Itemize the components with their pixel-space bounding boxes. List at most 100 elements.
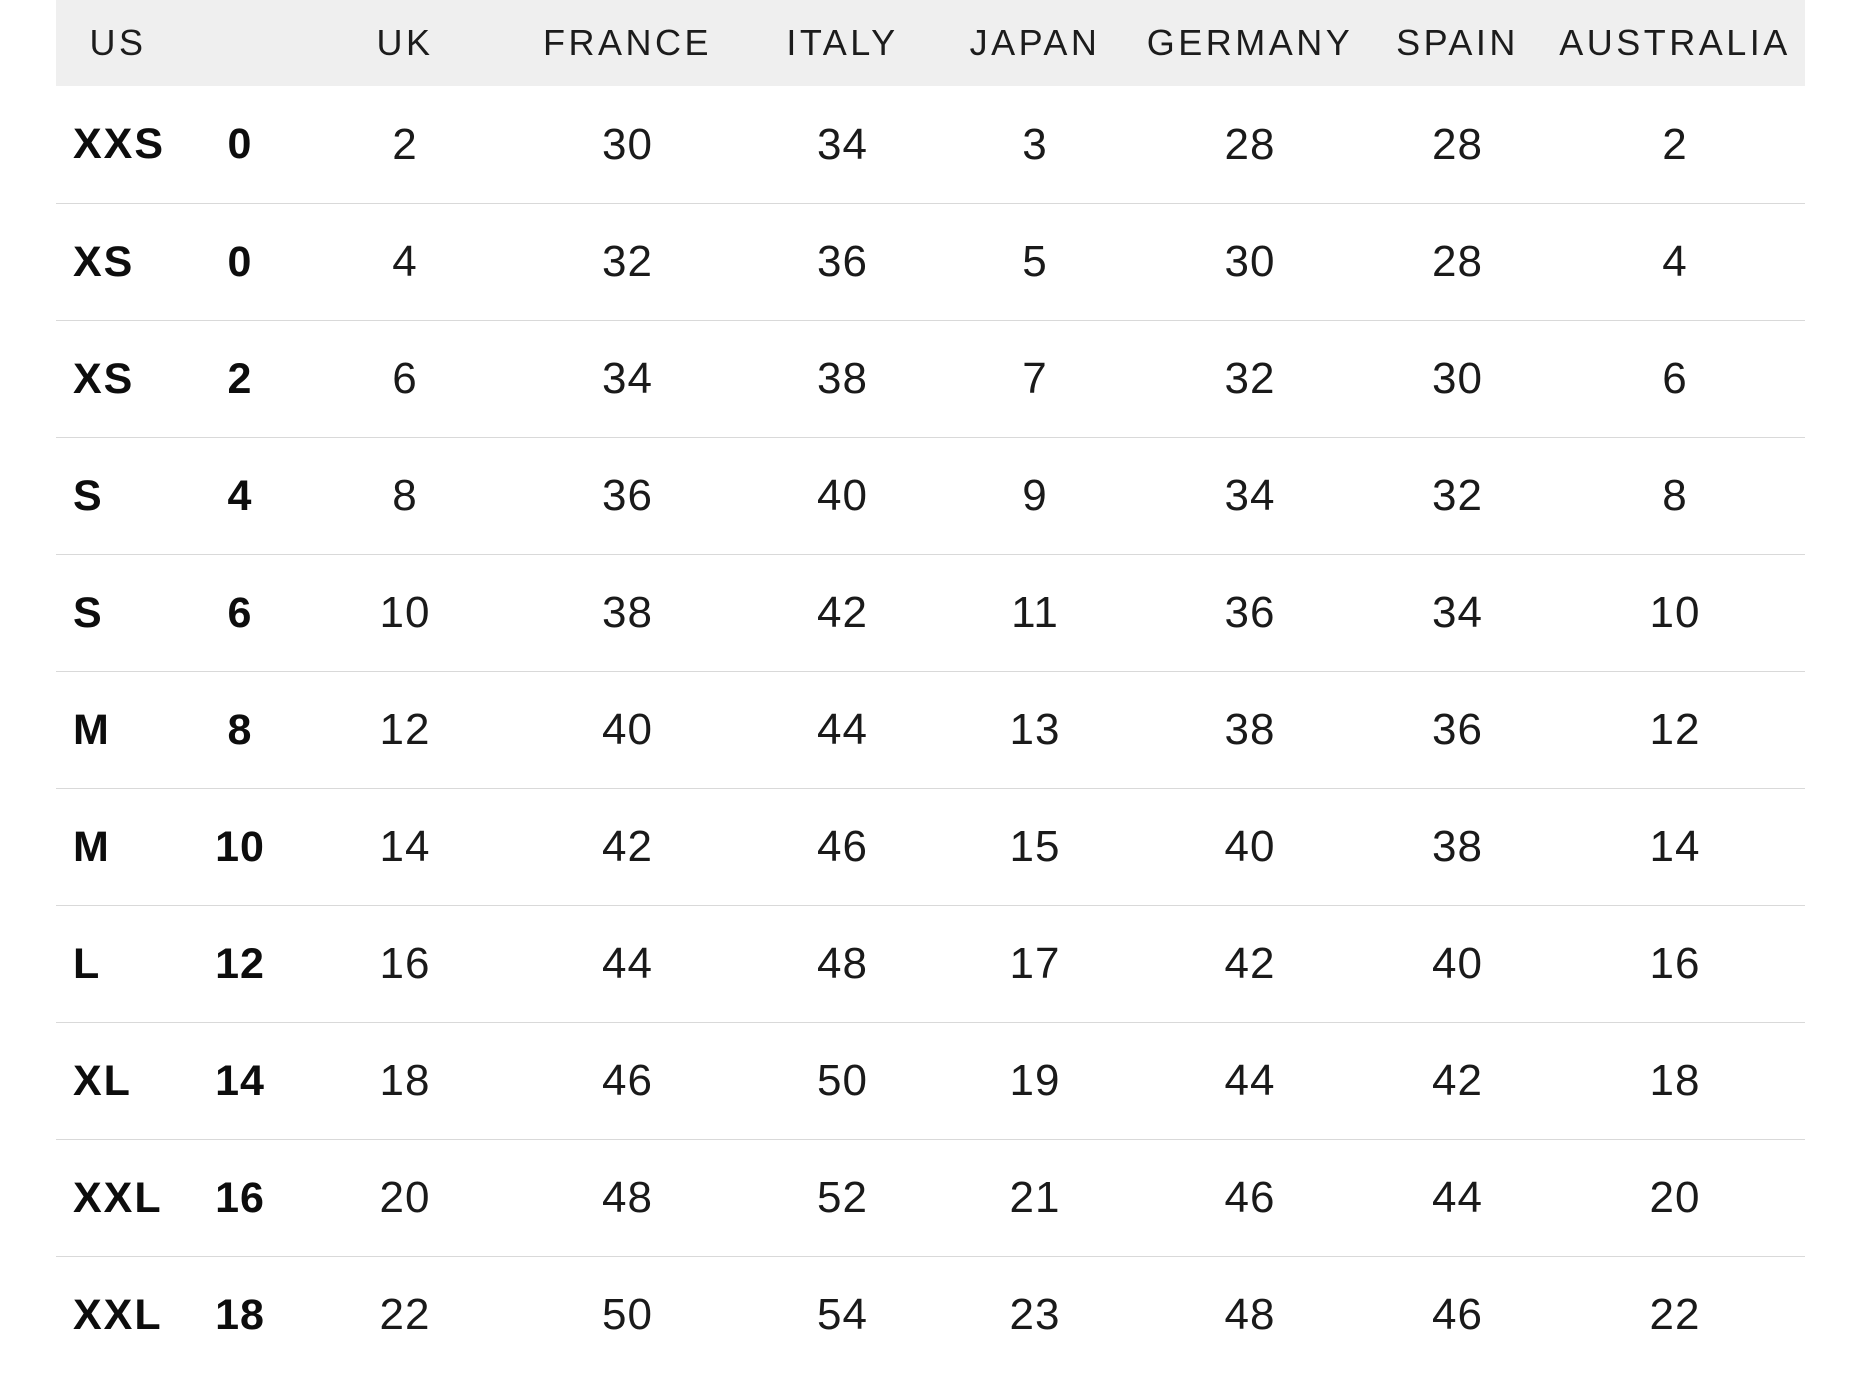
us-size-letter: XXL (73, 1290, 163, 1339)
us-size-letter: M (73, 822, 111, 871)
table-row: M 10 14 42 46 15 40 38 14 (56, 788, 1805, 905)
table-row: S 6 10 38 42 11 36 34 10 (56, 554, 1805, 671)
germany-size: 34 (1224, 471, 1276, 520)
column-header-italy: ITALY (786, 22, 899, 63)
table-row: S 4 8 36 40 9 34 32 8 (56, 437, 1805, 554)
uk-size: 10 (379, 588, 431, 637)
germany-size: 28 (1224, 119, 1276, 169)
australia-size: 8 (1662, 471, 1688, 520)
us-size-number: 10 (215, 822, 265, 871)
uk-size: 4 (392, 237, 418, 286)
table-row: XXL 16 20 48 52 21 46 44 20 (56, 1139, 1805, 1256)
japan-size: 19 (1009, 1056, 1061, 1105)
japan-size: 23 (1009, 1290, 1061, 1339)
australia-size: 18 (1649, 1056, 1701, 1105)
us-size-number: 4 (227, 471, 253, 520)
us-size-number: 0 (227, 120, 253, 168)
us-size-letter: S (73, 588, 104, 637)
japan-size: 9 (1022, 471, 1048, 520)
uk-size: 8 (392, 471, 418, 520)
us-size-letter: XL (73, 1056, 132, 1105)
france-size: 38 (602, 588, 653, 637)
uk-size: 2 (392, 119, 418, 169)
table-row: L 12 16 44 48 17 42 40 16 (56, 905, 1805, 1022)
japan-size: 3 (1022, 119, 1048, 169)
spain-size: 40 (1432, 939, 1483, 988)
italy-size: 50 (817, 1056, 868, 1105)
uk-size: 22 (379, 1290, 431, 1339)
table-row: XS 2 6 34 38 7 32 30 6 (56, 320, 1805, 437)
italy-size: 52 (817, 1173, 868, 1222)
table-row: XXS 0 2 30 34 3 28 28 2 (56, 86, 1805, 203)
france-size: 34 (602, 354, 653, 403)
france-size: 50 (602, 1290, 653, 1339)
table-row: XS 0 4 32 36 5 30 28 4 (56, 203, 1805, 320)
france-size: 48 (602, 1173, 653, 1222)
australia-size: 14 (1649, 822, 1701, 871)
us-size-number: 8 (227, 705, 253, 754)
table-header-row: US UK FRANCE ITALY JAPAN GERMANY SPAIN AUSTRALI… (56, 0, 1805, 86)
australia-size: 22 (1649, 1290, 1701, 1339)
us-size-letter: M (73, 705, 111, 754)
germany-size: 44 (1224, 1056, 1276, 1105)
france-size: 46 (602, 1056, 653, 1105)
australia-size: 2 (1662, 119, 1688, 169)
spain-size: 34 (1432, 588, 1483, 637)
spain-size: 32 (1432, 471, 1483, 520)
us-size-letter: L (73, 939, 102, 988)
germany-size: 42 (1224, 939, 1276, 988)
germany-size: 36 (1224, 588, 1276, 637)
table-row: M 8 12 40 44 13 38 36 12 (56, 671, 1805, 788)
spain-size: 42 (1432, 1056, 1483, 1105)
spain-size: 44 (1432, 1173, 1483, 1222)
uk-size: 16 (379, 939, 431, 988)
column-header-germany: GERMANY (1146, 22, 1354, 63)
australia-size: 4 (1662, 237, 1688, 286)
us-size-number: 12 (215, 939, 265, 988)
japan-size: 15 (1009, 822, 1061, 871)
italy-size: 38 (817, 354, 868, 403)
france-size: 44 (602, 939, 653, 988)
italy-size: 54 (817, 1290, 868, 1339)
germany-size: 46 (1224, 1173, 1276, 1222)
uk-size: 18 (379, 1056, 431, 1105)
japan-size: 11 (1011, 588, 1059, 637)
column-header-us: US (89, 22, 147, 63)
germany-size: 40 (1224, 822, 1276, 871)
column-header-japan: JAPAN (969, 22, 1101, 63)
us-size-number: 0 (227, 237, 253, 286)
us-size-letter: S (73, 471, 104, 520)
spain-size: 46 (1432, 1290, 1483, 1339)
uk-size: 14 (379, 822, 431, 871)
spain-size: 38 (1432, 822, 1483, 871)
uk-size: 6 (392, 354, 418, 403)
france-size: 36 (602, 471, 653, 520)
us-size-letter: XXL (73, 1173, 163, 1222)
germany-size: 38 (1224, 705, 1276, 754)
us-size-number: 14 (215, 1056, 265, 1105)
japan-size: 7 (1022, 354, 1048, 403)
us-size-number: 2 (227, 354, 253, 403)
france-size: 30 (602, 119, 653, 169)
australia-size: 16 (1649, 939, 1701, 988)
us-size-letter: XS (73, 354, 135, 403)
column-header-uk: UK (376, 22, 434, 63)
france-size: 32 (602, 237, 653, 286)
australia-size: 10 (1649, 588, 1701, 637)
germany-size: 48 (1224, 1290, 1276, 1339)
us-size-letter: XXS (73, 120, 166, 168)
spain-size: 28 (1432, 237, 1483, 286)
italy-size: 48 (817, 939, 868, 988)
table-row: XL 14 18 46 50 19 44 42 18 (56, 1022, 1805, 1139)
france-size: 40 (602, 705, 653, 754)
uk-size: 20 (379, 1173, 431, 1222)
australia-size: 20 (1649, 1173, 1701, 1222)
uk-size: 12 (379, 705, 431, 754)
column-header-australia: AUSTRALIA (1559, 22, 1791, 63)
italy-size: 34 (817, 119, 868, 169)
us-size-number: 18 (215, 1290, 265, 1339)
italy-size: 46 (817, 822, 868, 871)
size-conversion-table: US UK FRANCE ITALY JAPAN GERMANY SPAIN AUSTRALI… (56, 0, 1805, 1373)
us-size-number: 16 (215, 1173, 265, 1222)
